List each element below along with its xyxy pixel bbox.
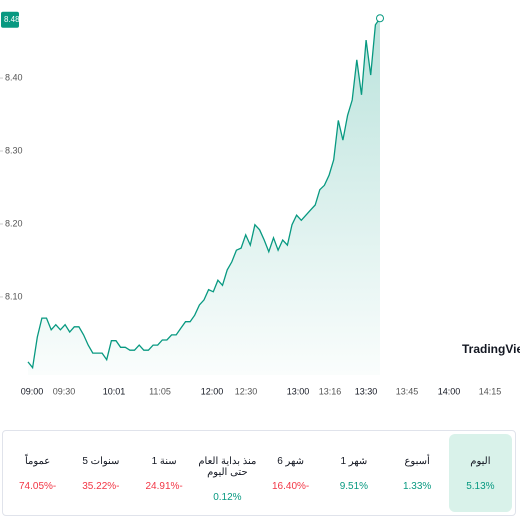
price-badge-label: 8.48 (4, 15, 20, 24)
x-tick-label: 09:30 (53, 386, 76, 396)
period-change: 24.91%- (145, 481, 183, 492)
brand: TradingView (462, 342, 520, 356)
period-card[interactable]: اليوم 5.13% (448, 434, 512, 512)
x-tick-label: 12:30 (235, 386, 258, 396)
period-card[interactable]: 5 سنوات 35.22%- (69, 434, 132, 512)
x-tick-label: 14:00 (438, 386, 461, 396)
last-point (376, 14, 384, 23)
period-label: اليوم (470, 456, 491, 467)
period-card[interactable]: 1 سنة 24.91%- (133, 434, 196, 512)
period-change: 0.12% (213, 492, 242, 503)
x-tick-label: 12:00 (201, 386, 224, 396)
y-tick-label: 8.30 (5, 145, 23, 155)
x-tick-label: 13:30 (355, 386, 378, 396)
line (27, 17, 381, 370)
x-tick-label: 11:05 (149, 386, 171, 396)
price-badge (1, 11, 19, 28)
x-tick-label: 13:00 (287, 386, 310, 396)
period-card[interactable]: منذ بداية العام حتى اليوم 0.12% (196, 434, 259, 512)
y-tick-label: 8.20 (5, 218, 23, 228)
period-change: 5.13% (466, 481, 495, 492)
chart: TradingView 8.10 8.20 8.30 8.40 8.48 09:00 09:… (0, 11, 520, 396)
period-label: 1 سنة (151, 456, 177, 467)
x-tick-label: 14:15 (479, 386, 502, 396)
period-change: 35.22%- (82, 481, 120, 492)
x-tick-label: 10:01 (103, 386, 126, 396)
x-tick-label: 13:45 (396, 386, 419, 396)
period-card[interactable]: 6 شهر 16.40%- (259, 434, 322, 512)
period-label: منذ بداية العام حتى اليوم (198, 456, 257, 478)
period-label: أسبوع (404, 456, 430, 467)
x-tick-label: 13:16 (319, 386, 342, 396)
area (28, 18, 380, 375)
x-tick-label: 09:00 (21, 386, 44, 396)
period-card[interactable]: أسبوع 1.33% (386, 434, 449, 512)
period-label: 5 سنوات (82, 456, 120, 467)
period-card[interactable]: 1 شهر 9.51% (322, 434, 385, 512)
period-label: 1 شهر (340, 456, 368, 467)
period-card[interactable]: عموماً 74.05%- (6, 434, 69, 512)
y-tick-label: 8.40 (5, 72, 23, 82)
period-label: 6 شهر (277, 456, 305, 467)
period-change: 1.33% (402, 481, 432, 492)
period-change: 16.40%- (272, 481, 310, 492)
period-change: 74.05%- (19, 481, 57, 492)
y-tick-label: 8.10 (5, 291, 23, 301)
period-label: عموماً (24, 456, 51, 467)
performance-bar: اليوم 5.13% أسبوع 1.33% 1 شهر 9.51% 6 شهر 16.40… (2, 430, 516, 516)
period-change: 9.51% (339, 481, 369, 492)
